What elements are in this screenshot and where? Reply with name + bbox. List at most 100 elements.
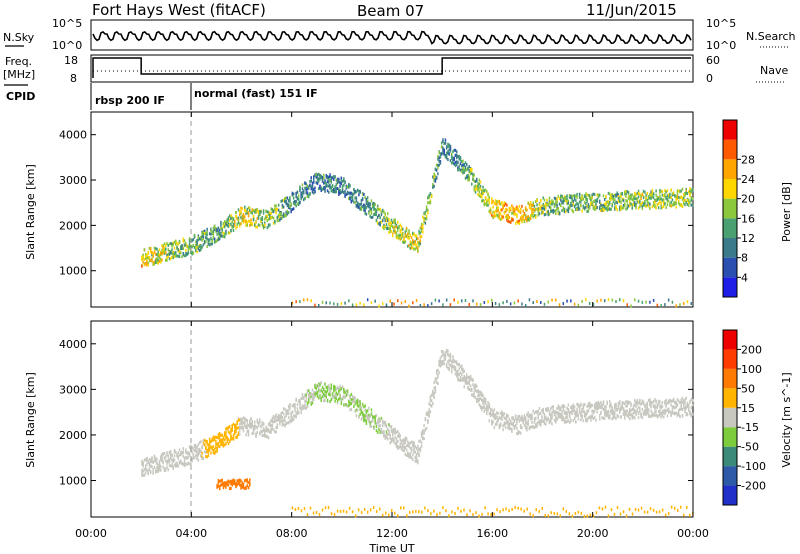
- power-echo-cell: [504, 209, 507, 213]
- velocity-echo-cell: [654, 414, 656, 418]
- velocity-echo-cell: [435, 380, 438, 384]
- velocity-echo-cell: [187, 452, 190, 456]
- power-echo-cell: [467, 178, 469, 182]
- power-echo-cell: [323, 187, 325, 191]
- velocity-echo-cell: [665, 402, 667, 406]
- power-echo-cell: [566, 299, 568, 303]
- velocity-echo-cell: [503, 416, 506, 420]
- velocity-echo-cell: [379, 419, 381, 423]
- power-echo-cell: [590, 202, 592, 206]
- power-echo-cell: [154, 247, 157, 251]
- power-echo-cell: [578, 196, 581, 200]
- velocity-echo-cell: [586, 409, 588, 413]
- power-echo-cell: [361, 205, 364, 209]
- power-echo-cell: [542, 202, 544, 206]
- velocity-echo-cell: [300, 411, 302, 415]
- power-echo-cell: [455, 156, 458, 160]
- power-echo-cell: [368, 205, 370, 209]
- power-echo-cell: [175, 239, 177, 243]
- velocity-echo-cell: [236, 479, 238, 483]
- power-echo-cell: [536, 199, 538, 203]
- velocity-echo-cell: [680, 403, 682, 407]
- velocity-echo-cell: [398, 445, 400, 449]
- velocity-echo-cell: [527, 421, 529, 425]
- power-echo-cell: [532, 301, 534, 305]
- velocity-echo-cell: [212, 438, 215, 442]
- velocity-echo-cell: [386, 427, 389, 431]
- power-echo-cell: [338, 188, 340, 192]
- velocity-echo-cell: [237, 433, 240, 437]
- power-echo-cell: [437, 163, 439, 167]
- power-echo-cell: [172, 253, 175, 257]
- power-echo-cell: [558, 212, 561, 216]
- velocity-echo-cell: [434, 377, 437, 381]
- power-echo-cell: [555, 211, 557, 215]
- velocity-echo-cell: [664, 408, 666, 412]
- velocity-echo-cell: [216, 483, 218, 487]
- velocity-echo-cell: [541, 506, 543, 510]
- velocity-echo-cell: [473, 391, 476, 395]
- power-echo-cell: [444, 138, 447, 142]
- power-echo-cell: [142, 260, 144, 264]
- power-echo-cell: [460, 299, 463, 303]
- velocity-echo-cell: [528, 413, 531, 417]
- velocity-echo-cell: [591, 415, 593, 419]
- velocity-echo-cell: [334, 396, 336, 400]
- power-echo-cell: [389, 299, 391, 303]
- velocity-echo-cell: [163, 451, 166, 455]
- power-echo-cell: [409, 240, 412, 244]
- power-echo-cell: [415, 234, 418, 238]
- velocity-echo-cell: [277, 413, 280, 417]
- velocity-echo-cell: [654, 398, 656, 402]
- velocity-echo-cell: [163, 456, 166, 460]
- power-echo-cell: [563, 207, 566, 211]
- power-echo-cell: [545, 212, 547, 216]
- power-echo-cell: [398, 234, 400, 238]
- power-echo-cell: [627, 191, 630, 195]
- velocity-echo-cell: [220, 441, 222, 445]
- power-echo-cell: [257, 223, 260, 227]
- velocity-echo-cell: [685, 404, 687, 408]
- velocity-echo-cell: [279, 422, 281, 426]
- velocity-echo-cell: [231, 436, 233, 440]
- velocity-echo-cell: [375, 414, 378, 418]
- velocity-echo-cell: [196, 445, 198, 449]
- velocity-echo-cell: [152, 467, 154, 471]
- power-echo-cell: [350, 199, 353, 203]
- time-axis-label: Time UT: [368, 542, 414, 554]
- velocity-echo-cell: [335, 394, 338, 398]
- velocity-echo-cell: [336, 509, 339, 513]
- power-echo-cell: [649, 300, 651, 304]
- power-echo-cell: [458, 167, 460, 171]
- power-echo-cell: [619, 298, 621, 302]
- power-echo-cell: [541, 210, 543, 214]
- power-echo-cell: [422, 230, 424, 234]
- power-echo-cell: [666, 199, 669, 203]
- velocity-echo-cell: [640, 414, 642, 418]
- velocity-echo-cell: [671, 408, 674, 412]
- velocity-echo-cell: [405, 444, 408, 448]
- velocity-echo-cell: [193, 449, 196, 453]
- power-echo-cell: [358, 189, 360, 193]
- power-echo-cell: [197, 238, 200, 242]
- velocity-echo-cell: [484, 401, 487, 405]
- power-echo-cell: [557, 207, 560, 211]
- velocity-echo-cell: [626, 400, 629, 404]
- velocity-echo-cell: [390, 508, 393, 512]
- velocity-echo-cell: [344, 395, 346, 399]
- velocity-echo-cell: [460, 373, 463, 377]
- velocity-echo-cell: [550, 416, 552, 420]
- velocity-echo-cell: [232, 436, 235, 440]
- velocity-echo-cell: [665, 409, 667, 413]
- power-echo-cell: [534, 207, 537, 211]
- power-echo-cell: [512, 218, 514, 222]
- velocity-echo-cell: [613, 406, 616, 410]
- velocity-echo-cell: [572, 403, 575, 407]
- velocity-echo-cell: [562, 405, 565, 409]
- velocity-echo-cell: [292, 414, 295, 418]
- power-echo-cell: [541, 206, 543, 210]
- velocity-echo-cell: [408, 444, 410, 448]
- power-echo-cell: [619, 196, 621, 200]
- velocity-echo-cell: [350, 392, 353, 396]
- power-echo-cell: [512, 211, 514, 215]
